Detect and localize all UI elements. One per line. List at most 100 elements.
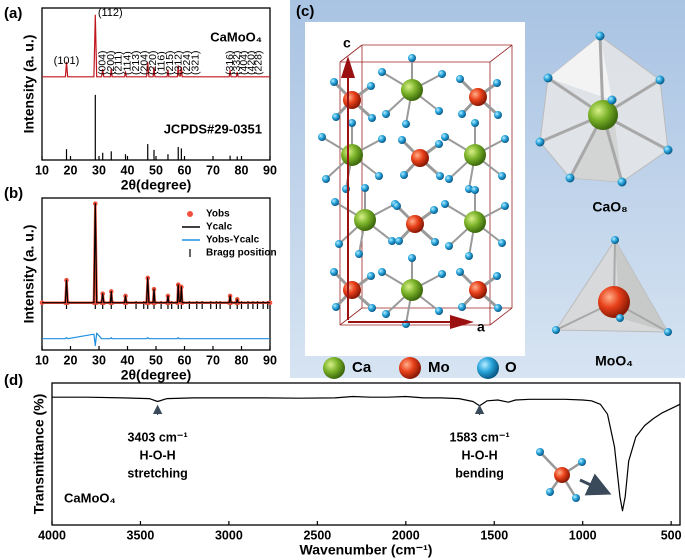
- atom: [456, 268, 464, 276]
- atom: [494, 304, 502, 312]
- x-tick-label: 80: [235, 353, 249, 367]
- atom: [401, 79, 423, 101]
- data-line: [42, 14, 270, 78]
- legend-marker: [187, 211, 193, 217]
- bond: [489, 44, 513, 63]
- legend-label: Ca: [352, 359, 372, 376]
- atom: [471, 186, 479, 194]
- atom: [441, 200, 449, 208]
- atom: [438, 270, 446, 278]
- atom: [664, 328, 672, 336]
- reference-label: JCPDS#29-0351: [164, 121, 262, 136]
- x-tick-label: 20: [64, 163, 78, 177]
- atom: [354, 209, 376, 231]
- atom: [361, 184, 369, 192]
- x-axis-label: Wavenumber (cm⁻¹): [300, 542, 433, 558]
- atom: [406, 215, 424, 233]
- atom: [368, 114, 376, 122]
- atom: [375, 172, 383, 180]
- axis-c-label: c: [343, 35, 351, 51]
- peak-label: (114): [121, 51, 133, 75]
- atom: [501, 135, 509, 143]
- atom: [617, 177, 627, 187]
- atom: [435, 107, 443, 115]
- peak-label: (204): [138, 50, 150, 75]
- atom: [464, 211, 486, 233]
- x-tick-label: 90: [263, 353, 277, 367]
- legend-label: Yobs: [206, 209, 230, 220]
- atom: [435, 140, 443, 148]
- x-tick-label: 40: [121, 353, 135, 367]
- peak-label: (200): [105, 50, 117, 75]
- data-line: [52, 395, 681, 512]
- atom: [441, 133, 449, 141]
- atom: [368, 304, 376, 312]
- atom: [616, 314, 624, 322]
- x-axis-label: 2θ(degree): [121, 177, 192, 193]
- atom: [493, 79, 501, 87]
- atom: [393, 202, 401, 210]
- atom: [399, 357, 421, 379]
- atom: [552, 326, 560, 334]
- data-line: [42, 332, 270, 347]
- atom: [367, 272, 375, 280]
- atom: [465, 185, 473, 193]
- atom: [436, 172, 444, 180]
- atom: [464, 144, 486, 166]
- x-tick-label: 80: [235, 163, 249, 177]
- atom: [607, 95, 617, 105]
- atom: [382, 110, 390, 118]
- atom: [341, 144, 363, 166]
- legend-label: O: [505, 359, 517, 376]
- atom: [395, 237, 403, 245]
- x-tick-label: 60: [178, 353, 192, 367]
- atom: [471, 119, 479, 127]
- atom: [330, 78, 338, 86]
- x-tick-label: 50: [149, 353, 163, 367]
- peak-label: (224): [181, 50, 193, 75]
- peak-label: (332): [231, 50, 243, 75]
- x-tick-label: 10: [35, 353, 49, 367]
- peak-label: (112): [98, 7, 123, 19]
- x-tick-label: 3000: [215, 528, 243, 542]
- atom: [411, 149, 429, 167]
- atom: [378, 268, 386, 276]
- atom: [456, 75, 464, 83]
- annotation: bending: [455, 466, 504, 480]
- data-line: [42, 203, 270, 304]
- peak-label: (321): [190, 50, 202, 75]
- annotation: stretching: [127, 466, 187, 480]
- peak-label: (116): [155, 51, 167, 75]
- atom: [400, 171, 408, 179]
- atom: [543, 73, 553, 83]
- atom: [335, 240, 343, 248]
- atom: [401, 279, 423, 301]
- plot-frame: [41, 197, 271, 351]
- peak-label: (312): [173, 50, 185, 75]
- atom: [494, 111, 502, 119]
- atom: [378, 68, 386, 76]
- atom: [318, 133, 326, 141]
- x-tick-label: 1000: [569, 528, 597, 542]
- peak-label: (213): [130, 50, 142, 75]
- x-tick-label: 70: [206, 353, 220, 367]
- annotation: H-O-H: [140, 448, 176, 462]
- panel-label: (b): [4, 185, 23, 202]
- atom: [588, 100, 618, 130]
- x-tick-label: 90: [263, 163, 277, 177]
- pointer-arrow: [579, 473, 612, 496]
- atom: [655, 75, 665, 85]
- atom: [465, 252, 473, 260]
- peak-label: (228): [252, 50, 264, 75]
- x-tick-label: 60: [178, 163, 192, 177]
- atom: [598, 286, 630, 318]
- atom: [332, 303, 340, 311]
- axis-a-label: a: [477, 319, 485, 335]
- peak-label: (420): [245, 50, 257, 75]
- atom: [322, 175, 330, 183]
- legend-label: Ycalc: [206, 222, 233, 233]
- crystal-structure: [318, 31, 673, 379]
- atom: [431, 238, 439, 246]
- x-tick-label: 2500: [303, 528, 331, 542]
